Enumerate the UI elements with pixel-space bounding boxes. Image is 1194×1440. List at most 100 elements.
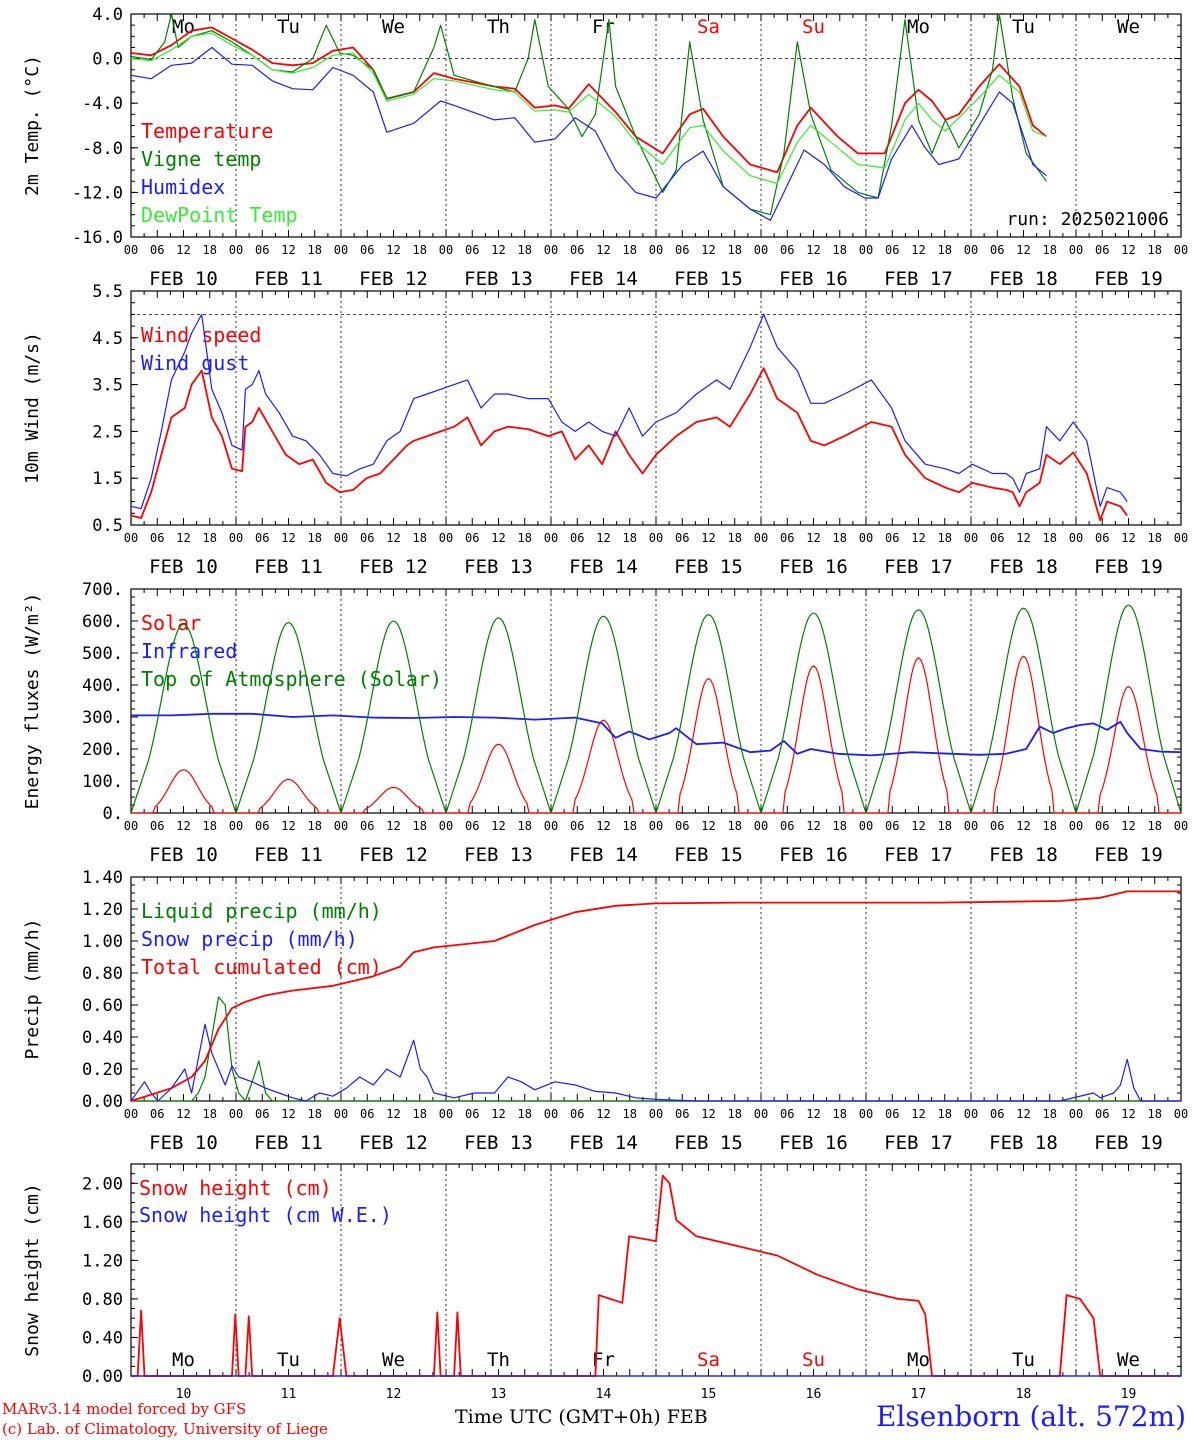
date-label: FEB 10 (149, 268, 218, 290)
station-label: Elsenborn (alt. 572m) (875, 1400, 1186, 1433)
date-label: FEB 14 (569, 844, 638, 866)
hour-tick-label: 18 (1043, 819, 1057, 833)
hour-tick-label: 12 (911, 243, 925, 257)
date-label: FEB 17 (884, 268, 953, 290)
y-tick-label: 2.00 (82, 1174, 123, 1194)
weekday-label: Tu (277, 16, 300, 38)
date-label: FEB 19 (1094, 268, 1163, 290)
hour-tick-label: 06 (465, 1107, 479, 1121)
hour-tick-label: 00 (544, 243, 558, 257)
hour-tick-label: 18 (623, 1107, 637, 1121)
panel-2: 5.5 4.5 3.5 2.5 1.5 0.5 10m Wind (m/s) 00 06 12 18… (22, 282, 1188, 578)
hour-tick-label: 18 (623, 243, 637, 257)
hour-tick-label: 00 (334, 1107, 348, 1121)
hour-tick-label: 06 (1095, 243, 1109, 257)
day-number-label: 17 (911, 1387, 927, 1400)
date-label: FEB 13 (464, 556, 533, 578)
y-axis-label: Snow height (cm) (22, 1183, 43, 1356)
hour-tick-label: 12 (176, 1107, 190, 1121)
hour-tick-label: 18 (1148, 531, 1162, 545)
hour-tick-label: 12 (596, 531, 610, 545)
legend-entry: Snow height (cm) (139, 1176, 332, 1200)
date-label: FEB 15 (674, 844, 743, 866)
legend-entry: Snow precip (mm/h) (141, 927, 358, 951)
hour-tick-label: 00 (859, 819, 873, 833)
weekday-label: Mo (907, 16, 930, 38)
date-label: FEB 16 (779, 844, 848, 866)
date-label: FEB 18 (989, 1132, 1058, 1154)
date-label: FEB 11 (254, 268, 323, 290)
weekday-label: Tu (1012, 1349, 1035, 1371)
series-line-liquid-precip-mm-h- (131, 996, 1181, 1102)
y-tick-label: 0.00 (82, 1092, 123, 1112)
hour-tick-label: 00 (439, 243, 453, 257)
y-tick-label: 1.5 (92, 469, 123, 489)
hour-tick-label: 00 (649, 1107, 663, 1121)
weekday-label: Su (802, 16, 825, 38)
date-label: FEB 17 (884, 844, 953, 866)
hour-tick-label: 18 (308, 819, 322, 833)
hour-tick-label: 06 (780, 819, 794, 833)
y-tick-label: 0. (103, 804, 123, 824)
hour-tick-label: 12 (491, 243, 505, 257)
date-label: FEB 12 (359, 1132, 428, 1154)
panel-4: 1.40 1.20 1.00 0.80 0.60 0.40 0.20 0.00 Precip (… (22, 868, 1188, 1154)
date-label: FEB 16 (779, 1132, 848, 1154)
hour-tick-label: 18 (728, 531, 742, 545)
hour-tick-label: 06 (465, 819, 479, 833)
hour-tick-label: 12 (806, 531, 820, 545)
series-line-top-of-atmosphere-solar- (130, 604, 1182, 814)
hour-tick-label: 18 (518, 1107, 532, 1121)
y-tick-label: 0.00 (82, 1367, 123, 1387)
hour-tick-label: 12 (491, 531, 505, 545)
legend-entry: Infrared (141, 639, 237, 663)
hour-tick-label: 18 (308, 531, 322, 545)
hour-tick-label: 06 (1095, 531, 1109, 545)
weekday-label: Mo (907, 1349, 930, 1371)
y-tick-label: 4.5 (92, 329, 123, 349)
series-line-wind-gust (130, 313, 1128, 510)
hour-tick-label: 12 (176, 819, 190, 833)
legend-entry: DewPoint Temp (141, 203, 298, 227)
y-tick-label: 4.0 (92, 5, 123, 25)
y-tick-label: 1.20 (82, 1251, 123, 1271)
hour-tick-label: 18 (203, 819, 217, 833)
series-line-infrared (131, 712, 1182, 757)
day-number-label: 13 (491, 1387, 507, 1400)
hour-tick-label: 00 (439, 531, 453, 545)
hour-tick-label: 06 (255, 819, 269, 833)
y-tick-label: -16.0 (72, 228, 123, 248)
hour-tick-label: 12 (911, 819, 925, 833)
hour-tick-label: 00 (1069, 819, 1083, 833)
hour-tick-label: 12 (386, 819, 400, 833)
hour-tick-label: 06 (990, 243, 1004, 257)
hour-tick-label: 06 (570, 1107, 584, 1121)
hour-tick-label: 00 (964, 531, 978, 545)
date-label: FEB 16 (779, 268, 848, 290)
hour-tick-label: 18 (413, 531, 427, 545)
hour-tick-label: 00 (1174, 819, 1188, 833)
hour-tick-label: 18 (1148, 819, 1162, 833)
hour-tick-label: 06 (675, 531, 689, 545)
y-tick-label: 400. (82, 676, 123, 696)
date-label: FEB 18 (989, 844, 1058, 866)
date-label: FEB 17 (884, 556, 953, 578)
legend-entry: Wind speed (141, 323, 261, 347)
hour-tick-label: 12 (806, 243, 820, 257)
weekday-label: We (1117, 16, 1140, 38)
weekday-label: We (382, 1349, 405, 1371)
hour-tick-label: 00 (1069, 531, 1083, 545)
hour-tick-label: 12 (1121, 1107, 1135, 1121)
y-tick-label: 0.40 (82, 1028, 123, 1048)
date-label: FEB 12 (359, 556, 428, 578)
hour-tick-label: 06 (255, 1107, 269, 1121)
meteogram-figure: 4.00.0-4.0-8.0-12.0-16.02m Temp. (°C)00 0… (22, 5, 1188, 1400)
hour-tick-label: 18 (938, 1107, 952, 1121)
y-tick-label: 0.20 (82, 1060, 123, 1080)
hour-tick-label: 06 (360, 1107, 374, 1121)
weekday-label: Sa (697, 16, 720, 38)
hour-tick-label: 12 (701, 819, 715, 833)
y-tick-label: 200. (82, 740, 123, 760)
hour-tick-label: 12 (491, 1107, 505, 1121)
hour-tick-label: 00 (544, 1107, 558, 1121)
